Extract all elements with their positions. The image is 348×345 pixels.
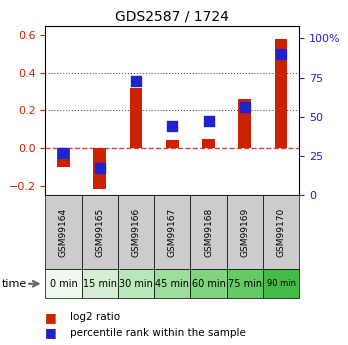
Point <box>206 119 211 124</box>
Text: ■: ■ <box>45 311 57 324</box>
Text: ■: ■ <box>45 326 57 339</box>
Bar <box>93 148 106 189</box>
Bar <box>57 148 70 167</box>
Bar <box>238 99 251 148</box>
Text: percentile rank within the sample: percentile rank within the sample <box>70 328 245 338</box>
Point <box>169 123 175 129</box>
Bar <box>202 139 215 148</box>
Text: 45 min: 45 min <box>155 279 189 289</box>
Text: GSM99166: GSM99166 <box>132 207 141 257</box>
Text: 75 min: 75 min <box>228 279 262 289</box>
Point <box>133 78 139 83</box>
Text: 60 min: 60 min <box>192 279 226 289</box>
Text: 15 min: 15 min <box>83 279 117 289</box>
Text: GSM99164: GSM99164 <box>59 207 68 257</box>
Point <box>61 150 66 155</box>
Point <box>278 51 284 57</box>
Text: GSM99169: GSM99169 <box>240 207 250 257</box>
Bar <box>166 140 179 148</box>
Text: GSM99167: GSM99167 <box>168 207 177 257</box>
Title: GDS2587 / 1724: GDS2587 / 1724 <box>115 9 229 23</box>
Text: 30 min: 30 min <box>119 279 153 289</box>
Text: GSM99170: GSM99170 <box>277 207 286 257</box>
Text: GSM99168: GSM99168 <box>204 207 213 257</box>
Text: 90 min: 90 min <box>267 279 296 288</box>
Text: log2 ratio: log2 ratio <box>70 313 120 322</box>
Point <box>242 105 248 110</box>
Text: GSM99165: GSM99165 <box>95 207 104 257</box>
Text: 0 min: 0 min <box>49 279 77 289</box>
Bar <box>129 88 142 148</box>
Text: time: time <box>2 279 27 289</box>
Bar <box>275 39 287 148</box>
Point <box>97 166 102 171</box>
